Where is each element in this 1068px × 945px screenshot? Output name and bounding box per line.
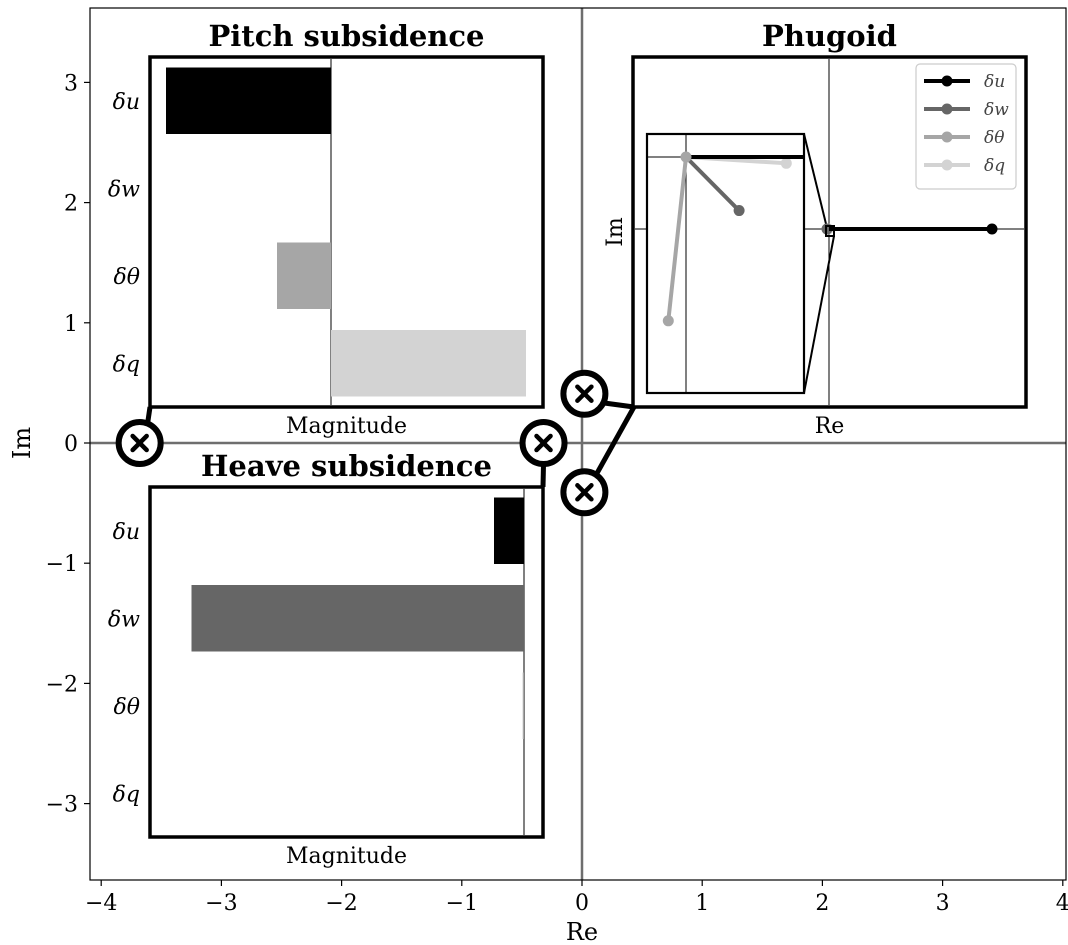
y-tick-label: 2 xyxy=(64,192,78,217)
x-tick-label: −2 xyxy=(325,891,357,916)
legend: δu δw δθ δq xyxy=(915,63,1017,190)
x-tick-label: 1 xyxy=(695,891,709,916)
y-tick-label: −2 xyxy=(46,672,78,697)
connector-line xyxy=(594,405,637,476)
zoom-series-line-1 xyxy=(684,155,741,212)
y-tick-label: 1 xyxy=(64,312,78,337)
marker-cross xyxy=(130,433,149,453)
inset-title: Phugoid xyxy=(762,19,897,53)
variable-tick-label: δθ xyxy=(114,265,141,290)
variable-tick-label: δu xyxy=(113,520,140,545)
marker-cross xyxy=(534,433,553,453)
eigenvalue-marker xyxy=(115,419,164,467)
variable-tick-label: δq xyxy=(113,782,140,807)
inset-x-label: Magnitude xyxy=(286,414,407,439)
legend-marker-1 xyxy=(941,103,953,115)
bar-2 xyxy=(277,242,331,309)
bar-0 xyxy=(166,67,331,134)
bar-0 xyxy=(494,497,524,564)
legend-marker-0 xyxy=(941,75,953,87)
x-tick-label: 4 xyxy=(1056,891,1068,916)
legend-box xyxy=(915,63,1017,190)
inset-x-label: Re xyxy=(815,414,845,439)
inset-frame xyxy=(148,485,545,839)
marker-cross xyxy=(575,384,594,403)
variable-tick-label: δu xyxy=(113,90,140,115)
zoom-region xyxy=(825,225,835,237)
x-tick-label: 2 xyxy=(815,891,829,916)
inset-y-label: Im xyxy=(603,217,628,247)
eigenvalue-marker xyxy=(560,468,609,517)
x-tick-label: −4 xyxy=(85,891,117,916)
series-point-0 xyxy=(986,223,998,235)
bar-3 xyxy=(331,330,526,397)
connector-line xyxy=(602,400,635,410)
inset-title: Heave subsidence xyxy=(201,449,492,483)
legend-label-1: δw xyxy=(984,100,1009,120)
zoom-series-point-3 xyxy=(780,157,792,169)
y-tick-label: 0 xyxy=(64,432,78,457)
zoom-series-point-2 xyxy=(662,315,674,327)
inset-pitch-subsidence: Pitch subsidence Magnitude δu δw δθ δq xyxy=(108,19,545,439)
zoom-connector xyxy=(803,235,835,394)
connector-line xyxy=(540,462,547,488)
y-tick-label: −3 xyxy=(46,793,78,818)
legend-label-2: δθ xyxy=(984,128,1004,148)
eigenvalue-marker xyxy=(519,419,568,467)
y-tick-label: 3 xyxy=(64,71,78,96)
x-tick-label: 3 xyxy=(936,891,950,916)
marker-cross xyxy=(575,483,594,502)
inset-title: Pitch subsidence xyxy=(208,19,484,53)
axes-frame xyxy=(89,7,1067,881)
variable-tick-label: δθ xyxy=(114,695,141,720)
zoom-series-line-2 xyxy=(666,156,688,322)
eigenvalue-marker xyxy=(560,369,609,418)
zoom-inset-frame xyxy=(645,132,806,395)
y-axis-label: Im xyxy=(8,427,36,459)
zoom-origin-point xyxy=(680,151,692,163)
legend-label-3: δq xyxy=(984,156,1005,176)
legend-marker-2 xyxy=(941,131,953,143)
y-tick-label: −1 xyxy=(46,552,78,577)
x-tick-label: −1 xyxy=(446,891,478,916)
variable-tick-label: δq xyxy=(113,352,140,377)
inset-heave-subsidence: Heave subsidence Magnitude δu δw δθ δq xyxy=(108,449,545,869)
variable-tick-label: δw xyxy=(108,607,140,632)
bar-1 xyxy=(191,585,524,652)
zoom-connector xyxy=(803,133,828,229)
x-axis-label: Re xyxy=(566,918,598,945)
inset-x-label: Magnitude xyxy=(286,844,407,869)
bar-2 xyxy=(522,672,524,739)
zoom-inset xyxy=(645,132,806,395)
connector-line xyxy=(145,406,153,424)
main-axes: −4 −3 −2 −1 0 1 2 3 4 −3 −2 −1 0 1 2 3 Re Im xyxy=(8,7,1068,945)
x-tick-label: 0 xyxy=(575,891,589,916)
legend-label-0: δu xyxy=(984,72,1005,92)
variable-tick-label: δw xyxy=(108,177,140,202)
zoom-series-point-1 xyxy=(733,205,745,217)
inset-phugoid: Phugoid Re Im δu δw δθ δq xyxy=(603,19,1028,439)
x-tick-label: −3 xyxy=(205,891,237,916)
legend-marker-3 xyxy=(941,159,953,171)
